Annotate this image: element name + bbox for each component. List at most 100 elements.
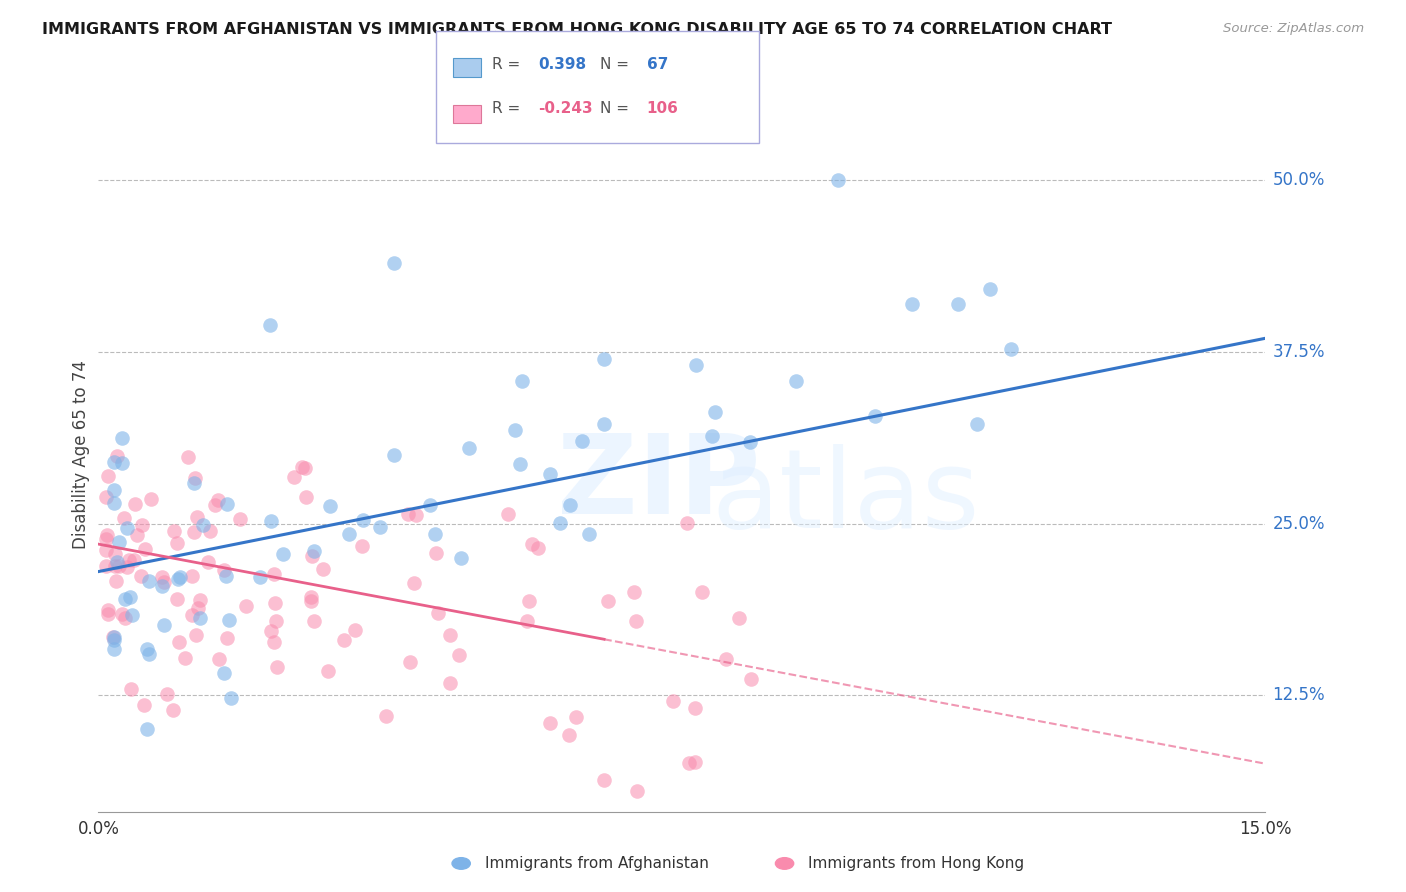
Point [103,495,125,509]
Point [215,631,238,645]
Point [979,282,1001,296]
Point [264,596,287,610]
Point [103,642,125,657]
Point [785,375,807,389]
Point [259,318,281,332]
Point [166,572,188,586]
Text: R =: R = [492,102,520,116]
Point [167,635,190,649]
Text: N =: N = [600,57,630,71]
Point [966,417,988,431]
Point [560,498,582,512]
Point [111,607,134,622]
Point [138,574,160,588]
Point [396,507,419,521]
Point [212,665,235,680]
Point [135,641,157,656]
Point [740,672,762,686]
Text: Source: ZipAtlas.com: Source: ZipAtlas.com [1223,22,1364,36]
Point [685,358,707,372]
Point [425,546,447,560]
Point [135,723,157,737]
Point [578,527,600,541]
Point [104,574,127,589]
Text: ZIP: ZIP [557,430,761,537]
Point [166,536,188,550]
Point [97,469,120,483]
Text: IMMIGRANTS FROM AFGHANISTAN VS IMMIGRANTS FROM HONG KONG DISABILITY AGE 65 TO 74: IMMIGRANTS FROM AFGHANISTAN VS IMMIGRANT… [42,22,1112,37]
Point [184,471,207,485]
Point [678,756,700,770]
Point [716,652,738,666]
Text: N =: N = [600,102,630,116]
Point [510,374,533,388]
Point [124,497,146,511]
Point [103,455,125,469]
Point [187,601,209,615]
Point [208,652,231,666]
Point [186,510,208,524]
Point [188,611,211,625]
Point [558,728,581,742]
Point [548,516,571,530]
Point [104,559,127,574]
Point [112,511,135,525]
Point [503,423,526,437]
Point [427,606,450,620]
Point [527,541,550,555]
Point [283,469,305,483]
Point [103,631,125,645]
Text: 0.398: 0.398 [538,57,586,71]
Point [337,527,360,541]
Point [294,461,316,475]
Point [402,576,425,591]
Point [299,590,322,604]
Point [266,659,288,673]
Text: Immigrants from Hong Kong: Immigrants from Hong Kong [808,856,1025,871]
Point [96,532,118,546]
Point [197,555,219,569]
Point [948,296,970,310]
Point [1000,342,1022,356]
Point [125,528,148,542]
Text: R =: R = [492,57,520,71]
Point [263,566,285,581]
Point [181,607,204,622]
Point [139,491,162,506]
Point [626,784,648,798]
Point [152,574,174,589]
Point [353,513,375,527]
Point [382,256,405,270]
Text: 106: 106 [647,102,679,116]
Point [169,570,191,584]
Point [419,498,441,512]
Point [703,405,725,419]
Point [302,614,325,628]
Point [122,552,145,566]
Point [111,431,134,445]
Point [260,514,283,528]
Point [134,542,156,557]
Point [176,450,198,465]
Point [180,569,202,583]
Point [299,593,322,607]
Point [104,547,127,561]
Text: atlas: atlas [711,444,980,551]
Point [405,508,427,522]
Point [683,756,706,770]
Point [496,508,519,522]
Point [118,590,141,604]
Point [97,607,120,621]
Point [183,475,205,490]
Point [312,561,335,575]
Point [120,682,142,697]
Point [107,559,129,574]
Point [350,540,373,554]
Point [447,648,470,663]
Point [593,773,616,788]
Point [105,555,128,569]
Point [593,351,616,366]
Point [207,493,229,508]
Point [382,448,405,462]
Point [163,524,186,538]
